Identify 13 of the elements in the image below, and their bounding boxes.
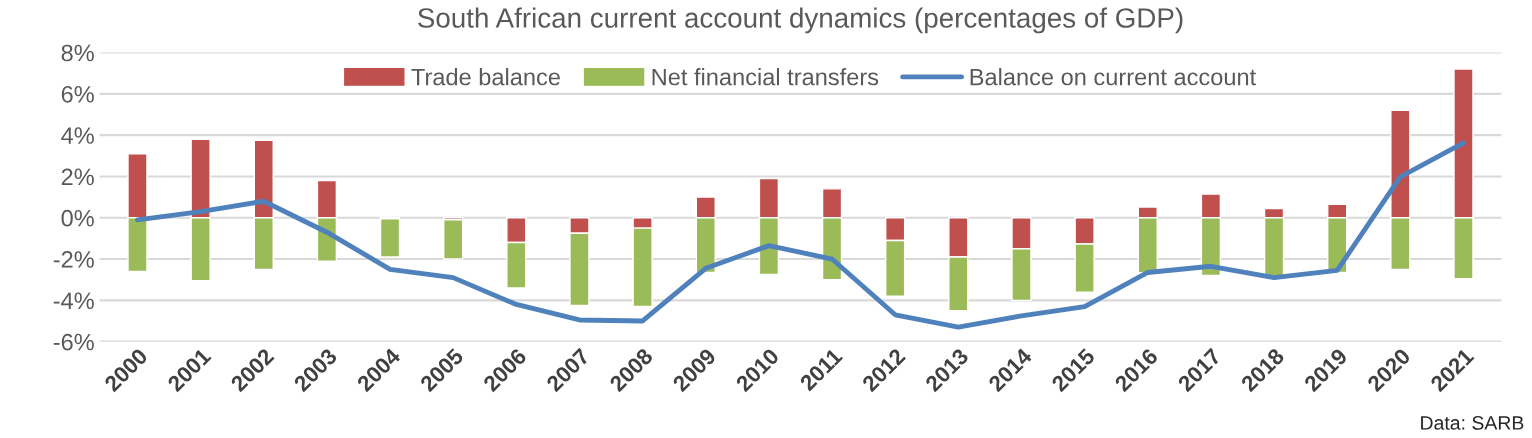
text: Data: SARB [1421,416,1524,430]
y-tick-label: 8% [61,44,94,62]
y-tick-label: 0% [61,209,94,227]
y-tick-label: -4% [53,292,94,310]
legend-label: Net financial transfers [652,68,879,86]
y-tick-label: 2% [61,168,94,186]
legend-label: Trade balance [411,68,560,86]
y-tick-label: -2% [53,251,94,268]
y-tick-label: 6% [61,85,94,103]
chart-title: South African current account dynamics (percentages of GDP) [418,7,1183,34]
y-tick-label: 4% [61,127,94,144]
legend-label: Balance on current account [970,68,1256,86]
y-tick-label: -6% [53,333,94,351]
